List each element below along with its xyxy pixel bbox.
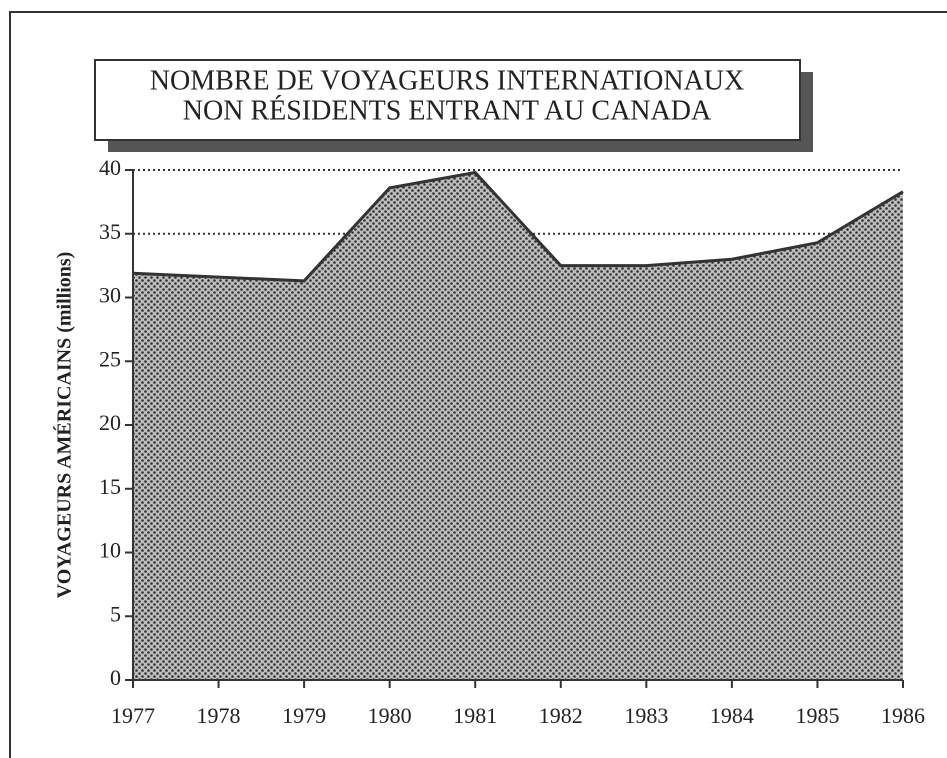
y-tick-label: 5 — [110, 601, 121, 626]
y-tick-label: 40 — [99, 155, 121, 180]
x-tick-label: 1981 — [453, 703, 497, 728]
frame — [9, 11, 947, 758]
chart-title: NON RÉSIDENTS ENTRANT AU CANADA — [183, 95, 712, 126]
x-tick-label: 1978 — [197, 703, 241, 728]
chart-title: NOMBRE DE VOYAGEURS INTERNATIONAUX — [150, 65, 744, 96]
y-tick-label: 20 — [99, 410, 121, 435]
x-tick-label: 1982 — [539, 703, 583, 728]
x-tick-label: 1984 — [710, 703, 754, 728]
x-tick-label: 1977 — [111, 703, 155, 728]
line — [132, 170, 904, 283]
x-tick-label: 1986 — [881, 703, 925, 728]
area — [133, 172, 903, 681]
y-tick-label: 0 — [110, 665, 121, 690]
x-tick-label: 1985 — [795, 703, 839, 728]
y-tick-label: 25 — [99, 346, 121, 371]
y-axis-label: VOYAGEURS AMÉRICAINS (millions) — [53, 252, 76, 599]
y-tick-label: 15 — [99, 474, 121, 499]
y-tick-label: 30 — [99, 283, 121, 308]
y-tick-label: 10 — [99, 538, 121, 563]
x-tick-label: 1980 — [368, 703, 412, 728]
title-box — [94, 59, 801, 141]
x-tick-label: 1983 — [624, 703, 668, 728]
y-tick-label: 35 — [99, 219, 121, 244]
x-tick-label: 1979 — [282, 703, 326, 728]
